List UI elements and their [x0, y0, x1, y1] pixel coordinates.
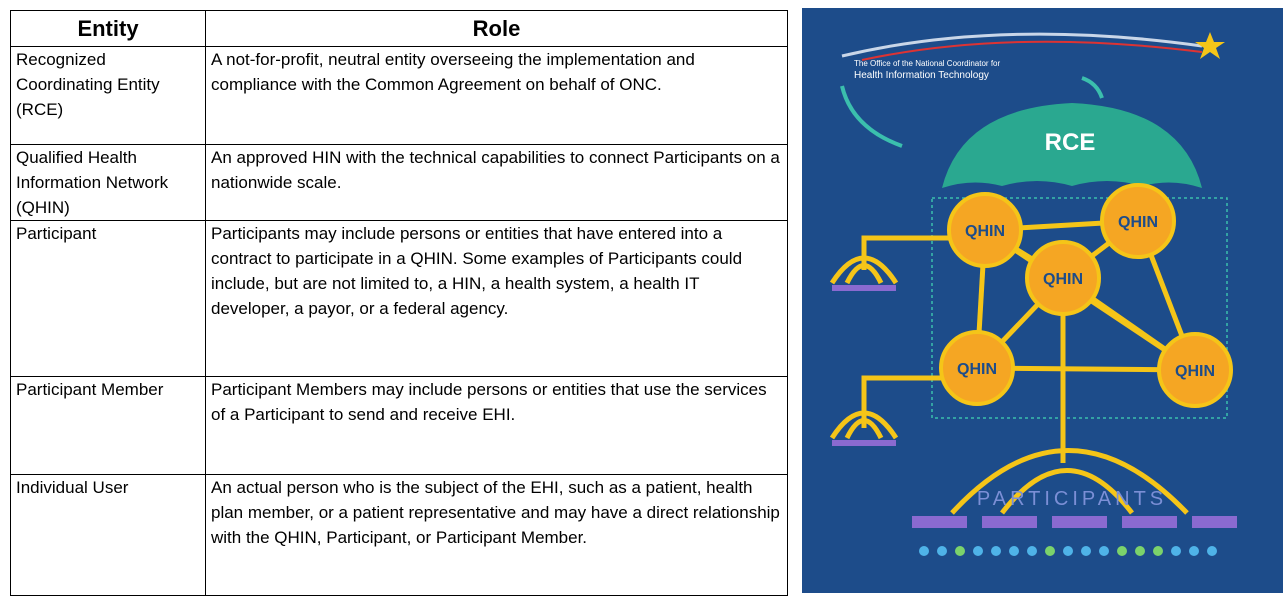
- header-cell: Entity: [10, 10, 206, 47]
- entity-cell: Qualified Health Information Network (QH…: [10, 144, 206, 221]
- role-cell: A not-for-profit, neutral entity oversee…: [205, 46, 788, 145]
- entity-table: Entity Role Recognized Coordinating Enti…: [10, 10, 788, 596]
- qhin-label: QHIN: [965, 223, 1005, 240]
- diagram: The Office of the National Coordinator f…: [802, 8, 1283, 593]
- participants-label: PARTICIPANTS: [977, 488, 1167, 510]
- qhin-node: [1025, 240, 1101, 316]
- header-row: Entity Role: [10, 10, 788, 47]
- table-row: Recognized Coordinating Entity (RCE) A no…: [10, 46, 788, 145]
- agency-line: The Office of the National Coordinator f…: [854, 59, 1000, 68]
- table-row: Individual User An actual person who is t…: [10, 474, 788, 596]
- header-cell: Role: [205, 10, 788, 47]
- entity-cell: Participant: [10, 220, 206, 377]
- entity-cell: Participant Member: [10, 376, 206, 475]
- table-row: Participant Member Participant Members ma…: [10, 376, 788, 475]
- qhin-label: QHIN: [1118, 214, 1158, 231]
- rce-label: RCE: [1045, 129, 1096, 156]
- qhin-node: [947, 192, 1023, 268]
- qhin-node: [1157, 332, 1233, 408]
- qhin-node: [1100, 183, 1176, 259]
- qhin-label: QHIN: [1043, 271, 1083, 288]
- table-row: Qualified Health Information Network (QH…: [10, 144, 788, 221]
- role-cell: An actual person who is the subject of t…: [205, 474, 788, 596]
- qhin-label: QHIN: [957, 361, 997, 378]
- role-cell: Participant Members may include persons …: [205, 376, 788, 475]
- entity-cell: Recognized Coordinating Entity (RCE): [10, 46, 206, 145]
- entity-cell: Individual User: [10, 474, 206, 596]
- role-cell: An approved HIN with the technical capab…: [205, 144, 788, 221]
- table-row: Participant Participants may include pers…: [10, 220, 788, 377]
- qhin-node: [939, 330, 1015, 406]
- role-cell: Participants may include persons or enti…: [205, 220, 788, 377]
- qhin-label: QHIN: [1175, 363, 1215, 380]
- agency-line: Health Information Technology: [854, 70, 989, 81]
